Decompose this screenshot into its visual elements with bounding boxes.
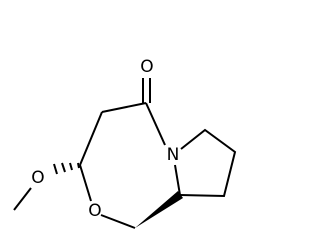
bond (174, 164, 181, 196)
atom-label: O (31, 168, 44, 188)
bond (179, 128, 237, 198)
bond (79, 111, 103, 166)
atom-label: O (140, 57, 153, 77)
bond (145, 102, 166, 146)
bond (101, 102, 147, 113)
atom-label: O (88, 201, 101, 221)
molecule-diagram: O N O O (13, 57, 237, 229)
wedge-bond (135, 191, 183, 228)
bond (13, 187, 32, 211)
atom-label: N (167, 145, 180, 165)
bond (79, 164, 92, 202)
bond (100, 214, 136, 229)
hashed-bond (53, 162, 80, 175)
